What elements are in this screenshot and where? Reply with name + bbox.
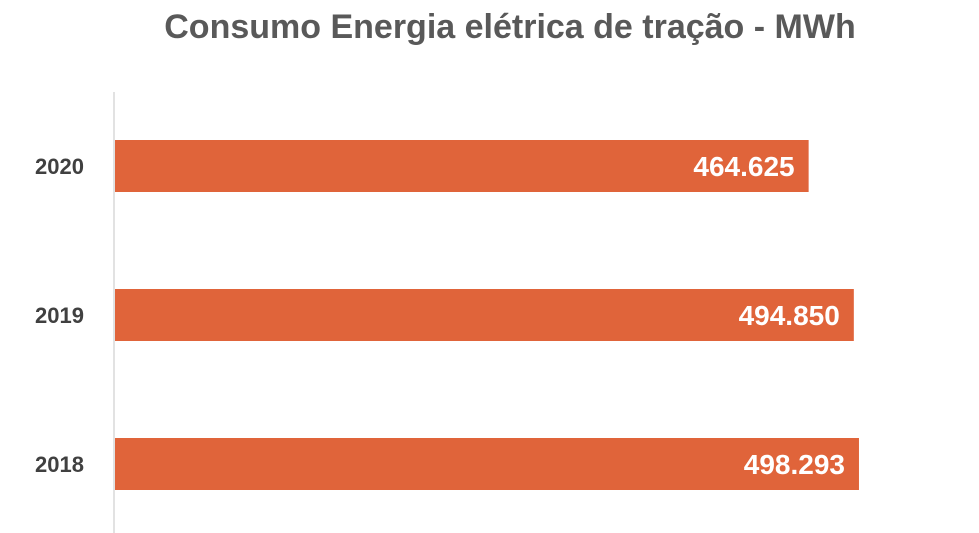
bar-2019 (115, 289, 854, 341)
y-tick-label-2018: 2018 (35, 452, 84, 477)
bar-2020 (115, 140, 809, 192)
chart-title: Consumo Energia elétrica de tração - MWh (164, 8, 856, 46)
y-tick-label-2019: 2019 (35, 303, 84, 328)
bars-layer: 2020 464.625 2019 494.850 2018 498.293 (35, 140, 859, 490)
data-label-2018: 498.293 (744, 449, 845, 480)
bar-2018 (115, 438, 859, 490)
data-label-2020: 464.625 (693, 151, 794, 182)
data-label-2019: 494.850 (739, 300, 840, 331)
y-tick-label-2020: 2020 (35, 154, 84, 179)
